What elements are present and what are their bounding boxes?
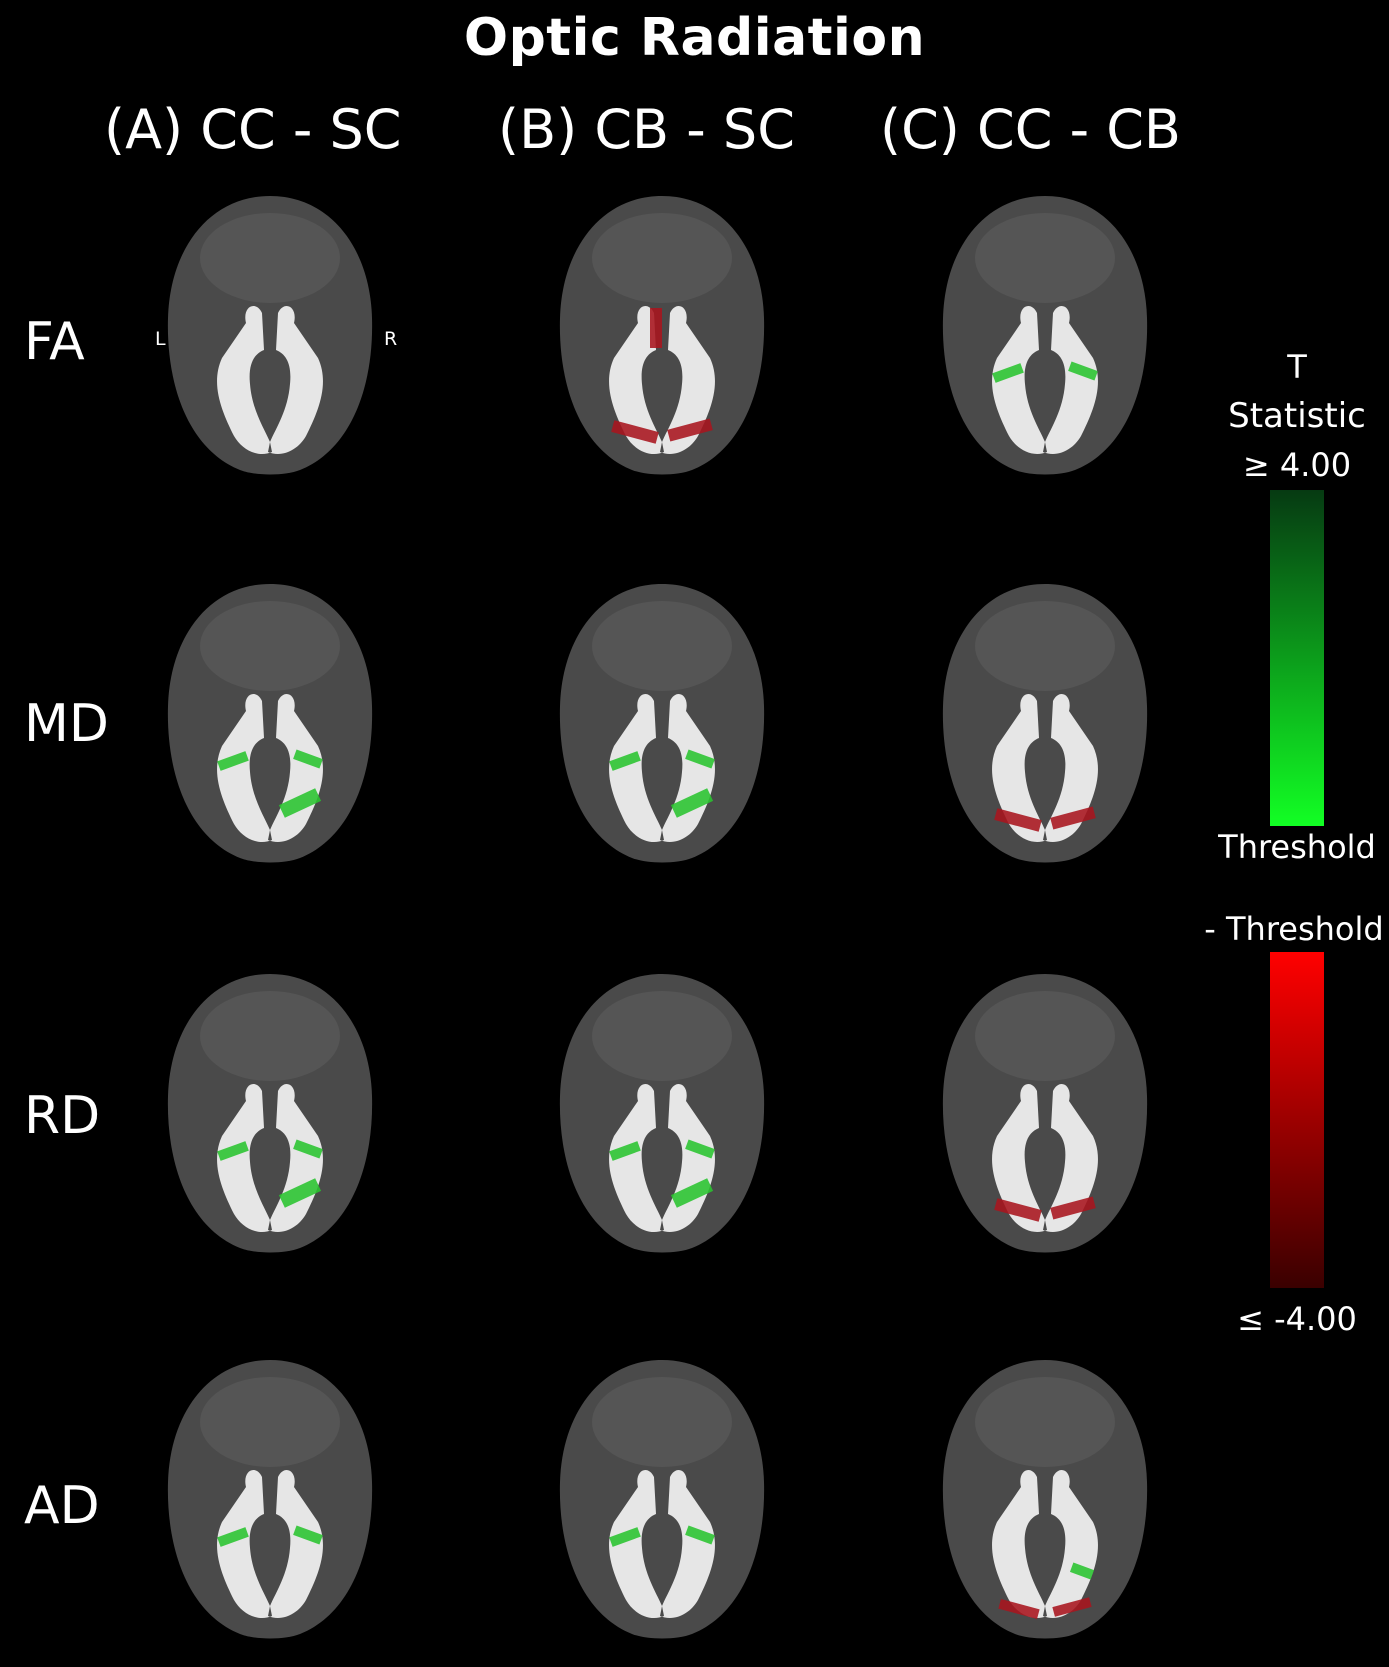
frontal-lobe-shade — [592, 1377, 732, 1467]
negative-effect-band — [994, 1198, 1042, 1222]
optic-radiation-tract — [609, 1469, 715, 1619]
frontal-lobe-shade — [200, 1377, 340, 1467]
positive-effect-band — [609, 1141, 641, 1161]
brain-panel-fa-c — [942, 196, 1148, 475]
frontal-lobe-shade — [200, 601, 340, 691]
optic-radiation-tract — [992, 1083, 1098, 1233]
row-label-fa: FA — [24, 312, 85, 372]
row-label-ad: AD — [24, 1476, 100, 1536]
colorbar-positive — [1270, 490, 1324, 826]
frontal-lobe-shade — [592, 601, 732, 691]
column-header-c: (C) CC - CB — [880, 98, 1181, 161]
positive-effect-band — [293, 1525, 323, 1545]
brain-panel-fa-b — [559, 196, 765, 475]
optic-radiation-tract — [217, 305, 323, 455]
frontal-lobe-shade — [592, 213, 732, 303]
positive-effect-band — [685, 749, 715, 769]
brain-panel-rd-b — [559, 974, 765, 1253]
negative-effect-band — [1052, 1597, 1092, 1617]
frontal-lobe-shade — [200, 213, 340, 303]
colorbar-neg-top-label: - Threshold — [1204, 910, 1384, 948]
negative-effect-band — [667, 418, 713, 442]
colorbar-pos-top-label: ≥ 4.00 — [1242, 446, 1352, 484]
positive-effect-band — [670, 1178, 714, 1208]
positive-effect-band — [670, 788, 714, 818]
negative-effect-band — [1050, 1196, 1096, 1220]
positive-effect-band — [278, 1178, 322, 1208]
positive-effect-band — [278, 788, 322, 818]
brain-panel-md-b — [559, 584, 765, 863]
brain-panel-fa-a — [167, 196, 373, 475]
negative-effect-band — [994, 808, 1042, 832]
positive-effect-band — [293, 749, 323, 769]
frontal-lobe-shade — [975, 601, 1115, 691]
positive-effect-band — [217, 1141, 249, 1161]
positive-effect-band — [685, 1139, 715, 1159]
optic-radiation-tract — [992, 305, 1098, 455]
positive-effect-band — [217, 751, 249, 771]
row-label-md: MD — [24, 694, 109, 754]
brain-panel-md-c — [942, 584, 1148, 863]
positive-effect-band — [293, 1139, 323, 1159]
column-header-a: (A) CC - SC — [104, 98, 402, 161]
colorbar-negative — [1270, 952, 1324, 1288]
orientation-right-label: R — [384, 328, 398, 350]
positive-effect-band — [217, 1527, 249, 1547]
colorbar-neg-bottom-label: ≤ -4.00 — [1237, 1300, 1357, 1338]
positive-effect-band — [685, 1525, 715, 1545]
brain-panel-ad-c — [942, 1360, 1148, 1639]
negative-effect-band — [650, 308, 662, 348]
optic-radiation-tract — [992, 693, 1098, 843]
colorbar-title-line2: Statistic — [1228, 396, 1366, 436]
frontal-lobe-shade — [975, 1377, 1115, 1467]
positive-effect-band — [609, 1527, 641, 1547]
negative-effect-band — [998, 1598, 1040, 1620]
optic-radiation-tract — [609, 305, 715, 455]
negative-effect-band — [611, 420, 659, 444]
brain-panel-rd-c — [942, 974, 1148, 1253]
orientation-left-label: L — [155, 328, 166, 350]
frontal-lobe-shade — [592, 991, 732, 1081]
frontal-lobe-shade — [200, 991, 340, 1081]
colorbar-pos-bottom-label: Threshold — [1218, 828, 1376, 866]
optic-radiation-tract — [992, 1469, 1098, 1619]
positive-effect-band — [992, 363, 1024, 383]
frontal-lobe-shade — [975, 213, 1115, 303]
brain-panel-ad-a — [167, 1360, 373, 1639]
colorbar-title-line1: T — [1287, 348, 1307, 386]
figure-title: Optic Radiation — [463, 8, 926, 68]
brain-panel-ad-b — [559, 1360, 765, 1639]
positive-effect-band — [1068, 361, 1098, 381]
brain-panel-rd-a — [167, 974, 373, 1253]
positive-effect-band — [1069, 1562, 1095, 1580]
optic-radiation-tract — [217, 1469, 323, 1619]
column-header-b: (B) CB - SC — [498, 98, 795, 161]
negative-effect-band — [1050, 806, 1096, 830]
positive-effect-band — [609, 751, 641, 771]
row-label-rd: RD — [24, 1086, 101, 1146]
frontal-lobe-shade — [975, 991, 1115, 1081]
brain-panel-md-a — [167, 584, 373, 863]
